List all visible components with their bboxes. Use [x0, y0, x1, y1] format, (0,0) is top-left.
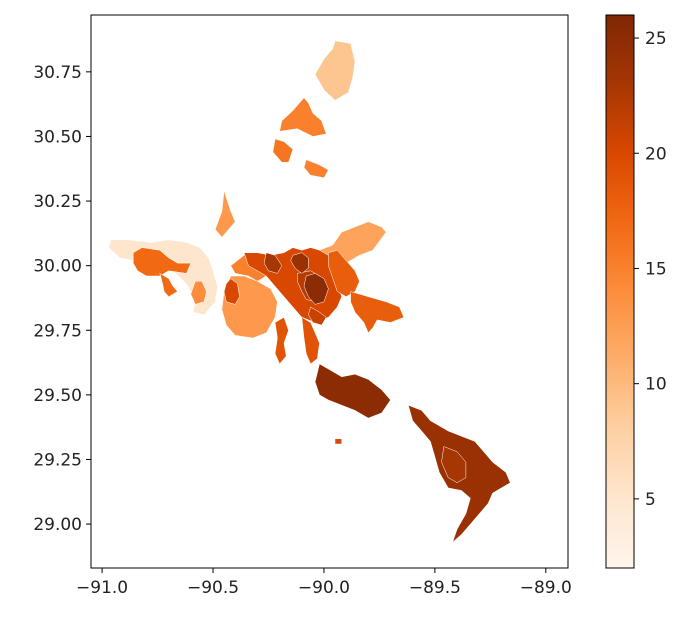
y-tick-label: 30.50	[33, 127, 82, 147]
map-region	[328, 249, 360, 297]
colorbar	[605, 14, 635, 569]
map-region	[314, 40, 356, 101]
y-tick-label: 30.00	[33, 257, 82, 277]
map-region	[334, 438, 342, 445]
map-plot-area	[108, 40, 511, 544]
map-region	[263, 252, 283, 274]
map-region	[279, 97, 327, 137]
x-tick-label: −89.0	[520, 578, 572, 598]
map-region	[214, 190, 236, 238]
x-tick-label: −89.5	[409, 578, 461, 598]
map-region	[301, 316, 320, 365]
map-region	[190, 280, 207, 305]
x-tick-label: −90.0	[298, 578, 350, 598]
y-tick-label: 29.25	[33, 450, 82, 470]
map-region	[274, 316, 289, 365]
colorbar-tick-label: 20	[645, 144, 667, 164]
map-region	[314, 363, 391, 419]
x-tick-label: −91.0	[76, 578, 128, 598]
map-region	[272, 138, 294, 163]
map-region	[350, 291, 405, 334]
map-axes-frame	[90, 14, 569, 569]
map-region	[132, 247, 192, 277]
map-region	[223, 278, 240, 305]
map-region	[441, 446, 467, 483]
map-region	[159, 272, 178, 298]
y-tick-label: 29.50	[33, 386, 82, 406]
map-region	[303, 273, 329, 305]
colorbar-tick-label: 15	[645, 259, 667, 279]
colorbar-tick-label: 10	[645, 375, 667, 395]
y-tick-label: 29.00	[33, 515, 82, 535]
x-axis: −91.0 −90.5 −90.0 −89.5 −89.0	[76, 568, 572, 598]
map-region	[308, 306, 327, 326]
map-region	[290, 252, 309, 274]
colorbar-tick-label: 5	[645, 490, 656, 510]
map-region	[303, 159, 329, 179]
y-tick-label: 29.75	[33, 321, 82, 341]
y-tick-label: 30.25	[33, 192, 82, 212]
colorbar-axis: 5 10 15 20 25	[634, 29, 667, 510]
x-tick-label: −90.5	[187, 578, 239, 598]
y-tick-label: 30.75	[33, 63, 82, 83]
y-axis: 29.00 29.25 29.50 29.75 30.00 30.25 30.50 30.75	[33, 63, 91, 535]
colorbar-tick-label: 25	[645, 29, 667, 49]
